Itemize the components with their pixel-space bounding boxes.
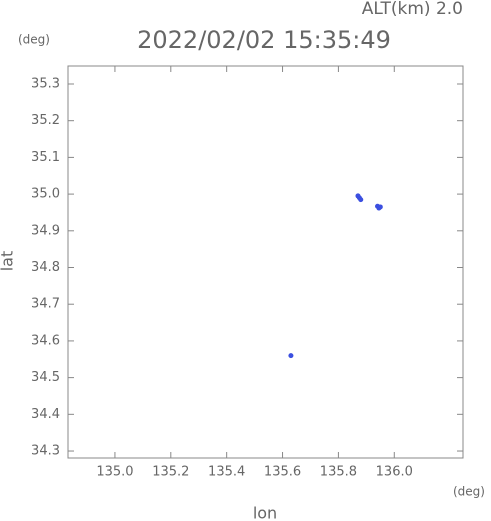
y-tick-label: 34.4 [31,407,60,422]
x-unit: (deg) [453,485,485,499]
y-tick-label: 35.2 [31,113,60,128]
y-tick-label: 34.5 [31,370,60,385]
y-tick-label: 34.8 [31,260,60,275]
x-tick-label: 135.2 [152,465,189,480]
point [288,353,294,359]
x-label: lon [253,504,277,521]
y-tick-label: 34.6 [31,333,60,348]
y-tick-label: 35.1 [31,150,60,165]
y-tick-label: 34.7 [31,297,60,312]
y-tick-label: 35.0 [31,187,60,202]
x-tick-label: 135.8 [320,465,357,480]
y-tick-label: 35.3 [31,76,60,91]
y-unit: (deg) [18,33,50,47]
y-label: lat [0,251,17,272]
x-tick-label: 135.4 [208,465,245,480]
point [358,197,364,203]
x-tick-label: 135.6 [264,465,301,480]
plot-frame [67,65,464,459]
chart-title: 2022/02/02 15:35:49 [137,26,391,54]
y-tick-label: 34.3 [31,444,60,459]
x-tick-label: 135.0 [96,465,133,480]
x-tick-label: 136.0 [376,465,413,480]
annotation: ALT(km) 2.0 [362,0,463,19]
y-tick-label: 34.9 [31,223,60,238]
point [377,204,383,210]
